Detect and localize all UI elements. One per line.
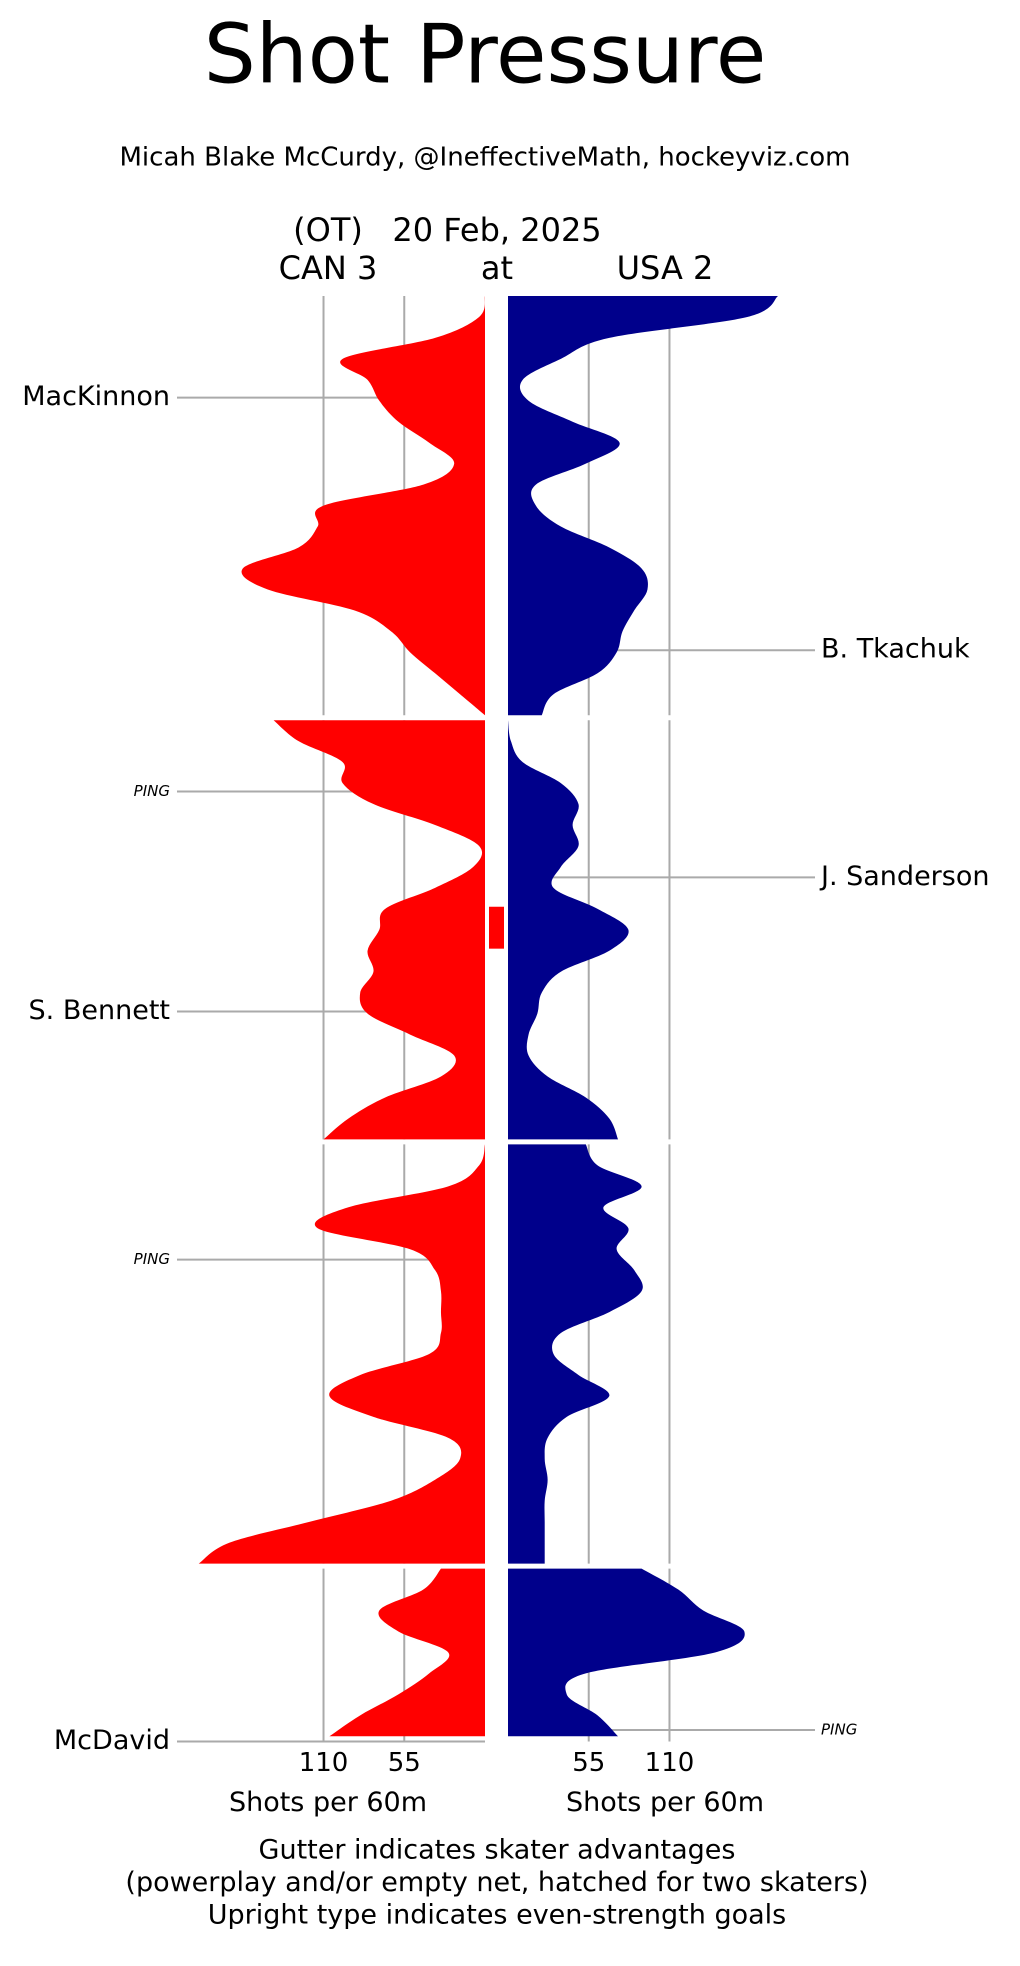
goal-label: S. Bennett: [29, 995, 170, 1026]
goal-label: B. Tkachuk: [821, 634, 970, 665]
footer-note: Gutter indicates skater advantages: [259, 1835, 736, 1866]
goal-label: McDavid: [54, 1725, 170, 1756]
shot-pressure-area: [508, 296, 779, 716]
plot-area: MacKinnon B. Tkachuk PING J. Sanderson S. Be…: [22, 296, 989, 1931]
x-tick-label: 110: [299, 1748, 349, 1778]
game-date: 20 Feb, 2025: [392, 211, 601, 249]
x-tick-label: 55: [388, 1748, 421, 1778]
x-axis-label: Shots per 60m: [229, 1787, 427, 1818]
x-tick-label: 110: [645, 1748, 695, 1778]
footer-note: Upright type indicates even-strength goa…: [208, 1900, 786, 1931]
away-team: CAN 3: [279, 249, 378, 287]
goal-label: PING: [821, 1720, 857, 1738]
at-label: at: [481, 249, 513, 287]
overtime-label: (OT): [293, 211, 363, 249]
x-axis-label: Shots per 60m: [566, 1787, 764, 1818]
goal-label: J. Sanderson: [819, 861, 989, 892]
title: Shot Pressure: [204, 7, 767, 102]
subtitle: Micah Blake McCurdy, @IneffectiveMath, h…: [120, 143, 851, 173]
shot-pressure-area: [198, 1144, 486, 1564]
x-tick-label: 55: [572, 1748, 605, 1778]
goal-label: MacKinnon: [22, 381, 170, 412]
goal-label: PING: [134, 782, 170, 800]
shot-pressure-area: [273, 720, 485, 1140]
shot-pressure-area: [241, 296, 485, 716]
shot-pressure-area: [508, 1144, 643, 1564]
shot-pressure-area: [329, 1568, 485, 1737]
shot-pressure-area: [508, 1568, 745, 1737]
gutter-advantage: [489, 906, 504, 949]
home-team: USA 2: [617, 249, 714, 287]
shot-pressure-area: [508, 720, 629, 1140]
goal-label: PING: [134, 1250, 170, 1268]
footer-note: (powerplay and/or empty net, hatched for…: [125, 1867, 868, 1898]
